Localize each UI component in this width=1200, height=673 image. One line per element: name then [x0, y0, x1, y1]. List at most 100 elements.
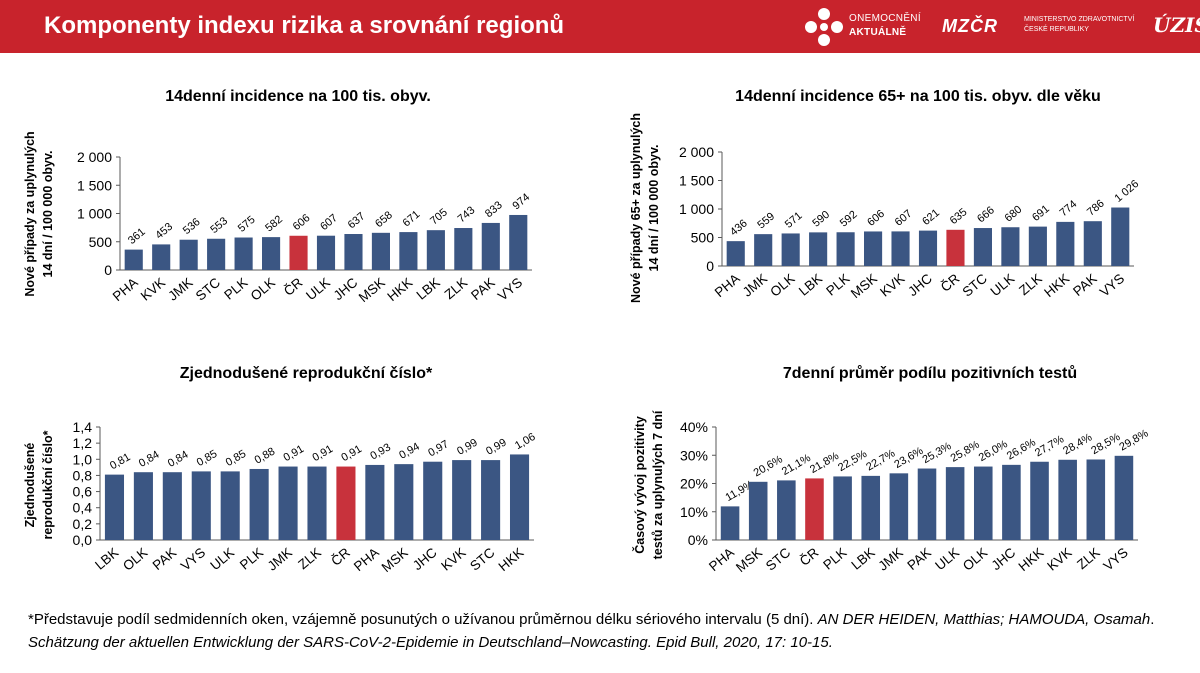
x-tick-label: JHC	[989, 545, 1019, 574]
logo-uzis-mark: ÚZIS	[1153, 13, 1200, 37]
onemocneni-aktualne-logo: ONEMOCNĚNÍ AKTUÁLNĚ	[802, 0, 932, 53]
y-tick-label: 10%	[680, 504, 708, 520]
bar	[316, 235, 336, 270]
bar-highlight	[805, 478, 824, 540]
bar	[262, 237, 281, 270]
x-tick-label: OLK	[960, 545, 990, 574]
y-axis-label: Zjednodušené	[23, 443, 37, 528]
y-tick-label: 500	[691, 230, 715, 246]
data-label: 0,85	[195, 448, 220, 469]
y-axis-label: Nové případy za uplynulých	[23, 131, 37, 296]
y-tick-label: 0,0	[73, 532, 93, 548]
bar	[454, 228, 473, 270]
data-label: 592	[838, 209, 860, 230]
bar	[278, 466, 298, 540]
x-tick-label: VYS	[495, 275, 525, 304]
x-tick-label: KVK	[1044, 545, 1074, 574]
footnote-lead: *Představuje podíl sedmidenních oken, vz…	[28, 611, 818, 628]
bar	[726, 241, 745, 266]
bar	[781, 233, 800, 266]
x-tick-label: PHA	[110, 275, 141, 304]
bar	[481, 460, 501, 540]
y-tick-label: 0%	[688, 532, 708, 548]
data-label: 606	[865, 208, 887, 229]
x-tick-label: PHA	[706, 545, 737, 574]
data-label: 743	[456, 204, 478, 225]
x-tick-label: PHA	[712, 271, 743, 300]
data-label: 20,6%	[752, 453, 785, 479]
data-label: 607	[318, 212, 340, 233]
bar	[1028, 226, 1047, 266]
x-tick-label: STC	[467, 545, 498, 574]
bar	[104, 474, 125, 540]
y-axis-label: reprodukční číslo*	[41, 430, 55, 539]
bar	[399, 232, 418, 270]
x-tick-label: OLK	[248, 275, 278, 304]
bar	[423, 461, 443, 540]
x-tick-label: JMK	[875, 545, 905, 574]
data-label: 621	[920, 207, 942, 228]
x-tick-label: LBK	[92, 545, 121, 573]
bar	[836, 232, 855, 266]
x-tick-label: ULK	[303, 275, 333, 303]
data-label: 658	[373, 209, 395, 230]
x-tick-label: LBK	[414, 275, 443, 303]
x-tick-label: JHC	[410, 545, 440, 574]
bar	[152, 244, 171, 270]
bar	[234, 237, 253, 270]
y-tick-label: 2 000	[77, 149, 112, 165]
bar	[179, 239, 198, 270]
logo-mz-line1: MINISTERSTVO ZDRAVOTNICTVÍ	[1024, 16, 1135, 23]
x-tick-label: ZLK	[1074, 545, 1103, 572]
bar	[394, 464, 414, 540]
data-label: 833	[483, 199, 505, 220]
positivity-chart: 7denní průměr podílu pozitivních testů Ča…	[632, 365, 1151, 575]
bar	[124, 249, 143, 270]
y-tick-label: 0	[104, 262, 112, 278]
x-tick-label: STC	[960, 271, 991, 300]
bar	[809, 232, 828, 266]
bar	[481, 222, 500, 270]
y-tick-label: 1,0	[73, 451, 93, 467]
data-label: 0,93	[368, 441, 393, 462]
x-tick-label: ZLK	[442, 275, 471, 302]
x-tick-label: ZLK	[1016, 271, 1045, 298]
bar	[945, 467, 965, 540]
y-tick-label: 0,6	[73, 484, 93, 500]
logo-oa-line1: ONEMOCNĚNÍ	[849, 13, 921, 24]
chart-title: 14denní incidence na 100 tis. obyv.	[165, 88, 431, 105]
x-tick-label: PLK	[221, 275, 250, 303]
x-tick-label: VYS	[178, 545, 208, 574]
bar	[1086, 459, 1106, 540]
data-label: 23,6%	[892, 445, 925, 471]
logo-mz-mark: MZČR	[942, 16, 998, 36]
data-label: 0,91	[282, 443, 307, 464]
data-label: 0,97	[426, 438, 451, 459]
data-label: 637	[346, 210, 368, 231]
data-label: 671	[401, 208, 423, 229]
y-tick-label: 500	[89, 234, 113, 250]
y-tick-label: 40%	[680, 419, 708, 435]
y-tick-label: 20%	[680, 476, 708, 492]
data-label: 0,99	[484, 437, 509, 458]
chart-title: Zjednodušené reprodukční číslo*	[180, 365, 433, 382]
x-tick-label: ZLK	[295, 545, 324, 572]
data-label: 571	[783, 210, 805, 231]
uzis-logo: ÚZIS	[1150, 0, 1200, 53]
data-label: 536	[181, 216, 203, 237]
x-tick-label: LBK	[848, 545, 877, 573]
x-tick-label: ČR	[328, 545, 353, 569]
bar	[509, 454, 530, 540]
x-tick-label: STC	[193, 275, 224, 304]
footnote: *Představuje podíl sedmidenních oken, vz…	[28, 608, 1178, 654]
bar	[371, 232, 390, 270]
y-tick-label: 0,8	[73, 467, 93, 483]
footnote-authors: AN DER HEIDEN, Matthias; HAMOUDA, Osamah	[817, 611, 1151, 628]
incidence-65-chart: 14denní incidence 65+ na 100 tis. obyv. …	[629, 88, 1141, 303]
bar	[917, 468, 937, 540]
data-label: 786	[1085, 198, 1107, 219]
x-tick-label: ČR	[938, 271, 963, 295]
data-label: 705	[428, 206, 450, 227]
bar	[833, 476, 852, 540]
bar	[1111, 207, 1130, 266]
